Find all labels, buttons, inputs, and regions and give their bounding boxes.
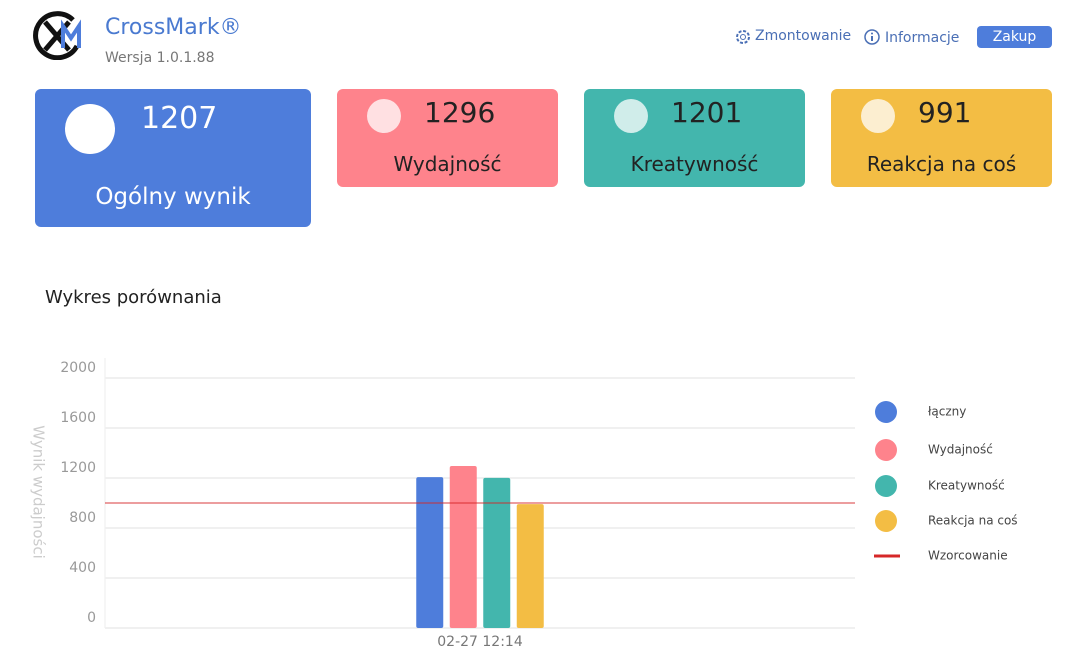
score-card: 1201 Kreatywność bbox=[584, 89, 805, 187]
legend-label: Kreatywność bbox=[928, 479, 1005, 493]
card-value: 1207 bbox=[141, 101, 218, 136]
legend-label: Reakcja na coś bbox=[928, 514, 1018, 528]
card-value: 1296 bbox=[424, 96, 496, 129]
card-icon bbox=[861, 99, 895, 133]
app-name: CrossMark® bbox=[105, 15, 242, 40]
y-tick-label: 1600 bbox=[60, 410, 96, 426]
y-tick-label: 0 bbox=[87, 610, 96, 626]
info-link[interactable]: Informacje bbox=[885, 30, 960, 46]
card-label: Reakcja na coś bbox=[866, 152, 1017, 176]
card-icon bbox=[65, 104, 115, 154]
bar bbox=[416, 477, 444, 628]
legend-label: łączny bbox=[928, 405, 966, 419]
score-card: 991 Reakcja na coś bbox=[831, 89, 1052, 187]
settings-link[interactable]: Zmontowanie bbox=[755, 28, 852, 44]
card-value: 991 bbox=[918, 96, 972, 129]
card-value: 1201 bbox=[671, 96, 743, 129]
info-icon bbox=[864, 29, 880, 45]
bar bbox=[483, 477, 511, 628]
y-tick-label: 1200 bbox=[60, 460, 96, 476]
y-axis-label: Wynik wydajności bbox=[30, 425, 48, 559]
buy-button[interactable]: Zakup bbox=[977, 26, 1052, 48]
chart-title: Wykres porównania bbox=[45, 287, 222, 308]
legend-label: Wydajność bbox=[928, 443, 993, 457]
score-card: 1296 Wydajność bbox=[337, 89, 558, 187]
y-tick-label: 800 bbox=[69, 510, 96, 526]
bar bbox=[449, 466, 477, 628]
card-label: Kreatywność bbox=[630, 152, 759, 176]
x-tick-label: 02-27 12:14 bbox=[437, 634, 523, 650]
y-tick-label: 2000 bbox=[60, 360, 96, 376]
bar bbox=[516, 504, 544, 628]
version: Wersja 1.0.1.88 bbox=[105, 50, 215, 66]
score-card: 1207 Ogólny wynik bbox=[35, 89, 311, 227]
legend-swatch bbox=[875, 439, 897, 461]
card-icon bbox=[614, 99, 648, 133]
card-icon bbox=[367, 99, 401, 133]
legend-swatch bbox=[875, 510, 897, 532]
legend-swatch bbox=[875, 475, 897, 497]
card-label: Ogólny wynik bbox=[95, 184, 251, 210]
logo bbox=[33, 11, 81, 60]
settings-icon bbox=[736, 30, 750, 44]
y-tick-label: 400 bbox=[69, 560, 96, 576]
legend-swatch bbox=[875, 401, 897, 423]
legend-label: Wzorcowanie bbox=[928, 549, 1008, 563]
card-label: Wydajność bbox=[393, 152, 502, 176]
